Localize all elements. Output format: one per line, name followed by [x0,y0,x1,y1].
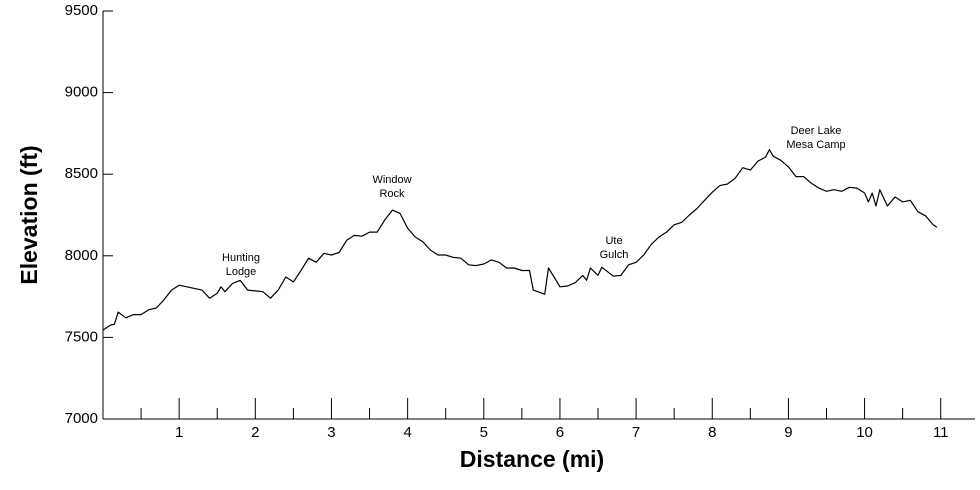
annotation: Hunting [222,252,260,264]
x-tick-label: 6 [556,424,564,441]
annotation: Mesa Camp [786,139,845,151]
y-tick-label: 9000 [65,84,98,101]
x-tick-label: 3 [327,424,335,441]
annotation: Ute [605,235,622,247]
y-axis-title: Elevation (ft) [16,145,42,284]
y-tick-label: 8000 [65,247,98,264]
x-tick-label: 4 [403,424,411,441]
annotation: Rock [379,188,405,200]
annotation: Gulch [600,249,629,261]
annotation: Lodge [226,266,257,278]
x-tick-label: 5 [480,424,488,441]
x-tick-label: 1 [175,424,183,441]
x-tick-label: 7 [632,424,640,441]
x-axis-title: Distance (mi) [460,446,604,472]
y-tick-label: 8500 [65,165,98,182]
y-tick-label: 9500 [65,2,98,19]
elevation-line [102,149,938,331]
x-tick-label: 11 [933,424,949,441]
x-tick-label: 8 [708,424,716,441]
y-tick-label: 7500 [65,328,98,345]
y-tick-label: 7000 [65,410,98,427]
x-tick-label: 10 [856,424,873,441]
x-tick-label: 2 [251,424,259,441]
annotation: Window [372,174,411,186]
x-tick-label: 9 [784,424,792,441]
annotation: Deer Lake [791,125,842,137]
